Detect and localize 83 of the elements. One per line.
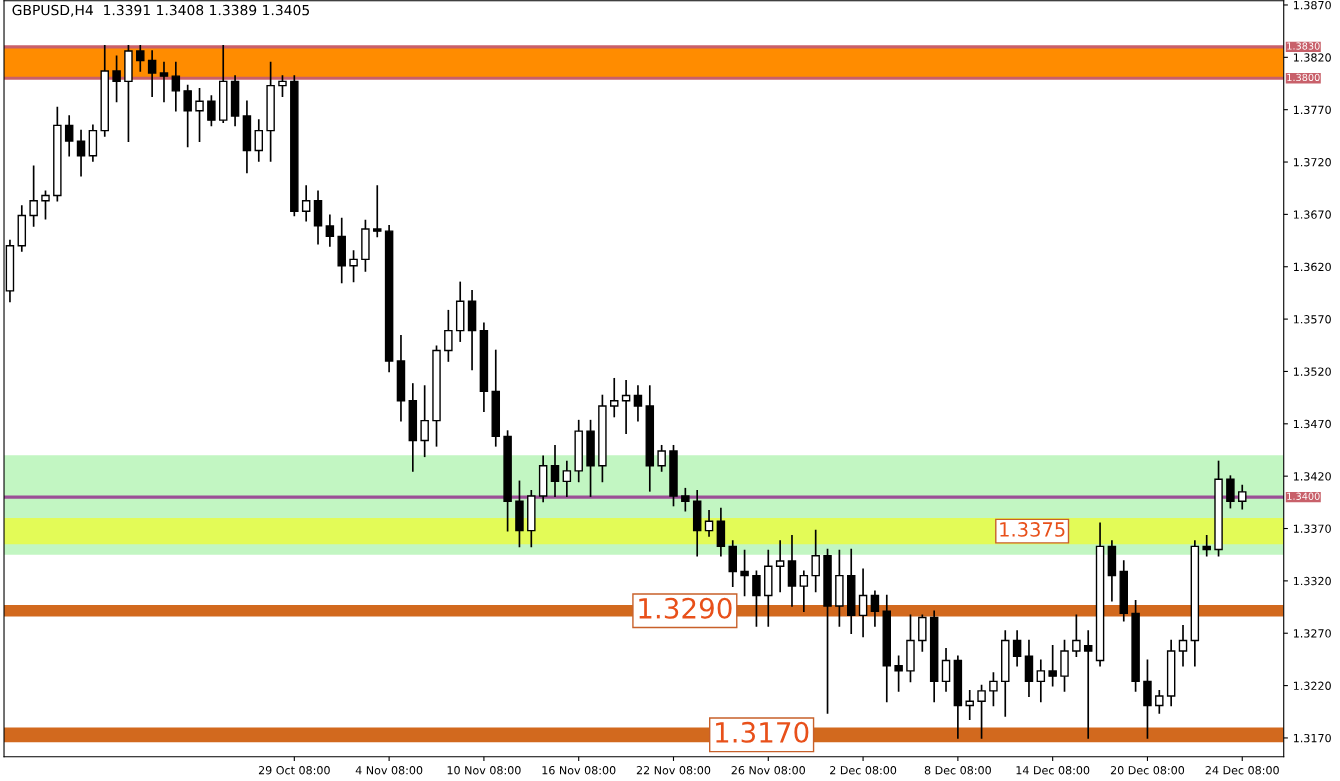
candlestick [183, 84, 192, 148]
y-tick-label: 1.3270 [1293, 629, 1331, 638]
candlestick [171, 61, 181, 112]
candlestick [894, 655, 903, 692]
y-tick-label: 1.3170 [1293, 733, 1331, 743]
candlestick [1072, 614, 1081, 658]
candlestick [1036, 659, 1046, 703]
candlestick [195, 87, 204, 142]
y-tick-label: 1.3770 [1293, 105, 1331, 115]
band-label: 1.3170 [716, 721, 809, 743]
candlestick [373, 185, 382, 238]
y-tick-label: 1.3420 [1293, 472, 1331, 481]
candlestick [1083, 630, 1093, 739]
candlestick [325, 214, 335, 247]
ref-line-label: 1.3400 [1287, 492, 1320, 500]
candlestick [989, 672, 998, 707]
y-tick-label: 1.3870 [1293, 0, 1331, 10]
candlestick [1155, 689, 1164, 714]
ref-line-label: 1.3830 [1287, 42, 1320, 50]
candlestick [76, 129, 86, 177]
candlestick [562, 460, 572, 497]
candlestick [349, 250, 358, 283]
x-tick-label: 22 Nov 08:00 [636, 766, 711, 775]
candlestick [29, 165, 38, 227]
y-tick-label: 1.3470 [1293, 419, 1331, 429]
candlestick [681, 487, 690, 512]
candlestick [444, 309, 453, 362]
candlestick [147, 50, 157, 97]
y-tick-label: 1.3570 [1293, 315, 1331, 324]
band-label: 1.3290 [639, 597, 732, 619]
x-tick-label: 26 Nov 08:00 [731, 766, 805, 775]
candlestick [977, 684, 986, 739]
candlestick [941, 648, 951, 692]
x-tick-label: 24 Dec 08:00 [1205, 766, 1279, 775]
candlestick [740, 549, 749, 597]
candlestick [752, 570, 761, 627]
y-tick-label: 1.3620 [1293, 262, 1331, 272]
x-tick-label: 20 Dec 08:00 [1110, 766, 1185, 775]
x-tick-label: 14 Dec 08:00 [1016, 766, 1090, 775]
candlestick [609, 377, 619, 418]
x-tick-label: 8 Dec 08:00 [924, 766, 991, 775]
y-tick-label: 1.3720 [1293, 158, 1331, 167]
x-tick-label: 16 Nov 08:00 [542, 766, 616, 775]
y-tick-label: 1.3370 [1293, 524, 1331, 533]
candlestick [301, 185, 311, 222]
candlestick [41, 190, 50, 220]
candlestick [136, 44, 145, 72]
candlestick [965, 689, 974, 720]
candlestick [112, 55, 121, 103]
candlestick [550, 444, 560, 497]
candlestick [420, 385, 429, 458]
candlestick [159, 61, 169, 103]
candlestick [278, 75, 287, 97]
candlestick [870, 590, 880, 627]
y-tick-label: 1.3520 [1293, 367, 1331, 376]
candlestick [254, 119, 264, 162]
chart-title: GBPUSD,H4 1.3391 1.3408 1.3389 1.3405 [12, 4, 309, 17]
candlestick [799, 570, 809, 613]
x-tick-label: 4 Nov 08:00 [355, 766, 423, 775]
candlestick [1048, 644, 1057, 687]
candlestick [64, 115, 74, 157]
candlestick [633, 385, 643, 422]
candlestick [858, 568, 868, 638]
x-tick-label: 29 Oct 08:00 [258, 766, 330, 775]
candlestick [657, 444, 666, 472]
candlestick [1012, 630, 1022, 667]
band-label: 1.3375 [1000, 522, 1065, 537]
candlestick [811, 529, 820, 593]
y-tick-label: 1.3220 [1293, 681, 1331, 690]
candlestick [1237, 484, 1247, 510]
y-tick-label: 1.3820 [1293, 53, 1331, 62]
candlestick [918, 614, 927, 652]
candlestick [1178, 625, 1188, 667]
y-tick-label: 1.3320 [1293, 576, 1331, 586]
y-tick-label: 1.3670 [1293, 210, 1331, 219]
x-tick-label: 2 Dec 08:00 [830, 766, 897, 775]
candlestick [704, 509, 714, 537]
candlestick [207, 95, 216, 127]
x-tick-label: 10 Nov 08:00 [447, 766, 521, 775]
candlestick [775, 540, 785, 593]
candlestick [1202, 535, 1211, 557]
candlestick [1226, 475, 1235, 509]
ref-line-label: 1.3800 [1287, 73, 1320, 82]
